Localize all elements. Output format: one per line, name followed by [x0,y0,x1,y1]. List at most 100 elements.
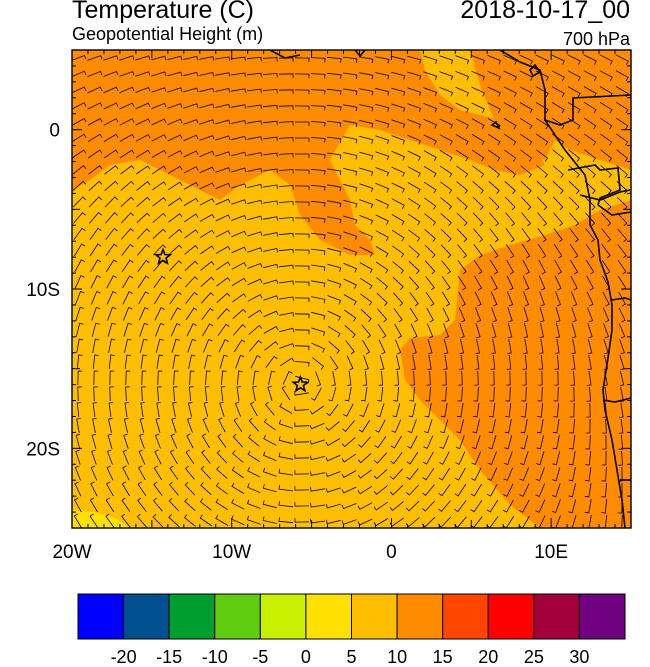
wind-barb [156,354,164,369]
wind-barb [520,165,532,178]
wind-barb [135,149,151,159]
wind-barb [151,87,167,93]
wind-barb [105,497,115,513]
wind-barb [440,197,453,210]
wind-barb [278,468,293,476]
wind-barb [553,402,560,418]
wind-barb [294,502,310,507]
wind-barb [278,485,293,492]
wind-barb [423,181,437,194]
wind-barb [438,467,451,481]
wind-barb [311,311,326,320]
wind-barb [601,482,607,498]
wind-barb [616,133,629,146]
wind-barb [91,449,97,465]
wind-barb [488,419,496,434]
wind-barb [168,497,180,512]
wind-barb [315,371,322,387]
wind-barb [569,402,575,418]
wind-barb [281,385,291,401]
wind-barb [231,120,247,125]
wind-barb [220,386,226,402]
wind-barb [535,102,549,114]
wind-barb [125,370,131,386]
wind-barb [407,71,422,80]
wind-barb [458,370,463,386]
wind-barb [233,417,243,433]
wind-barb [615,117,629,130]
wind-barb [471,467,482,481]
wind-barb [600,181,612,194]
wind-barb [189,370,195,386]
wind-barb [341,503,357,510]
wind-barb [327,184,342,192]
wind-barb [199,135,215,141]
wind-barb [119,71,135,77]
wind-barb [378,370,384,386]
wind-barb [617,259,627,275]
wind-barb [359,56,374,64]
wind-barb [409,276,420,291]
wind-barb [568,467,576,482]
wind-barb [215,103,231,109]
wind-barb [520,196,532,211]
wind-barb [104,165,119,175]
wind-barb [489,212,500,227]
wind-barb [422,451,434,465]
wind-barb [91,306,101,321]
wind-barb [346,355,354,371]
wind-barb [119,86,135,94]
wind-barb [199,198,215,206]
wind-barb [454,467,466,481]
wind-barb [423,166,437,178]
wind-barb [294,486,310,491]
wind-barb [188,386,194,402]
wind-barb [459,323,465,339]
wind-barb [455,55,470,65]
wind-barb [327,136,342,143]
wind-barb [603,355,609,371]
wind-barb [169,276,182,288]
wind-barb [599,117,613,130]
wind-barb [375,230,389,242]
wind-barb [552,467,561,482]
wind-barb [456,197,468,210]
wind-barb [472,212,484,227]
wind-barb [523,291,530,307]
wind-barb [231,104,246,109]
wind-barb [569,212,580,227]
wind-barb [571,307,577,323]
wind-barb [569,418,575,434]
wind-barb [474,291,482,307]
wind-barb [232,293,247,303]
wind-barb [310,153,326,159]
wind-barb [457,260,467,275]
wind-barb [554,275,562,291]
wind-barb [294,313,310,319]
wind-barb [215,72,230,77]
wind-barb [310,471,325,476]
wind-barb [123,306,133,321]
wind-barb [72,133,87,143]
wind-barb [520,180,532,194]
wind-barb [503,86,517,97]
wind-barb [218,339,229,353]
wind-barb [90,465,98,481]
wind-barb [215,88,231,93]
wind-barb [552,165,564,178]
wind-barb [504,165,516,178]
wind-barb [173,370,179,386]
wind-barb [231,183,247,189]
wind-barb [439,55,454,65]
wind-barb [502,499,514,513]
wind-barb [279,264,294,270]
wind-barb [122,291,133,305]
wind-barb [138,449,146,465]
wind-barb [506,370,511,386]
wind-barb [567,54,581,65]
wind-barb [375,103,390,112]
wind-barb [585,228,595,243]
wind-barb [88,196,103,208]
wind-barb [294,518,310,523]
wind-barb [394,323,402,339]
